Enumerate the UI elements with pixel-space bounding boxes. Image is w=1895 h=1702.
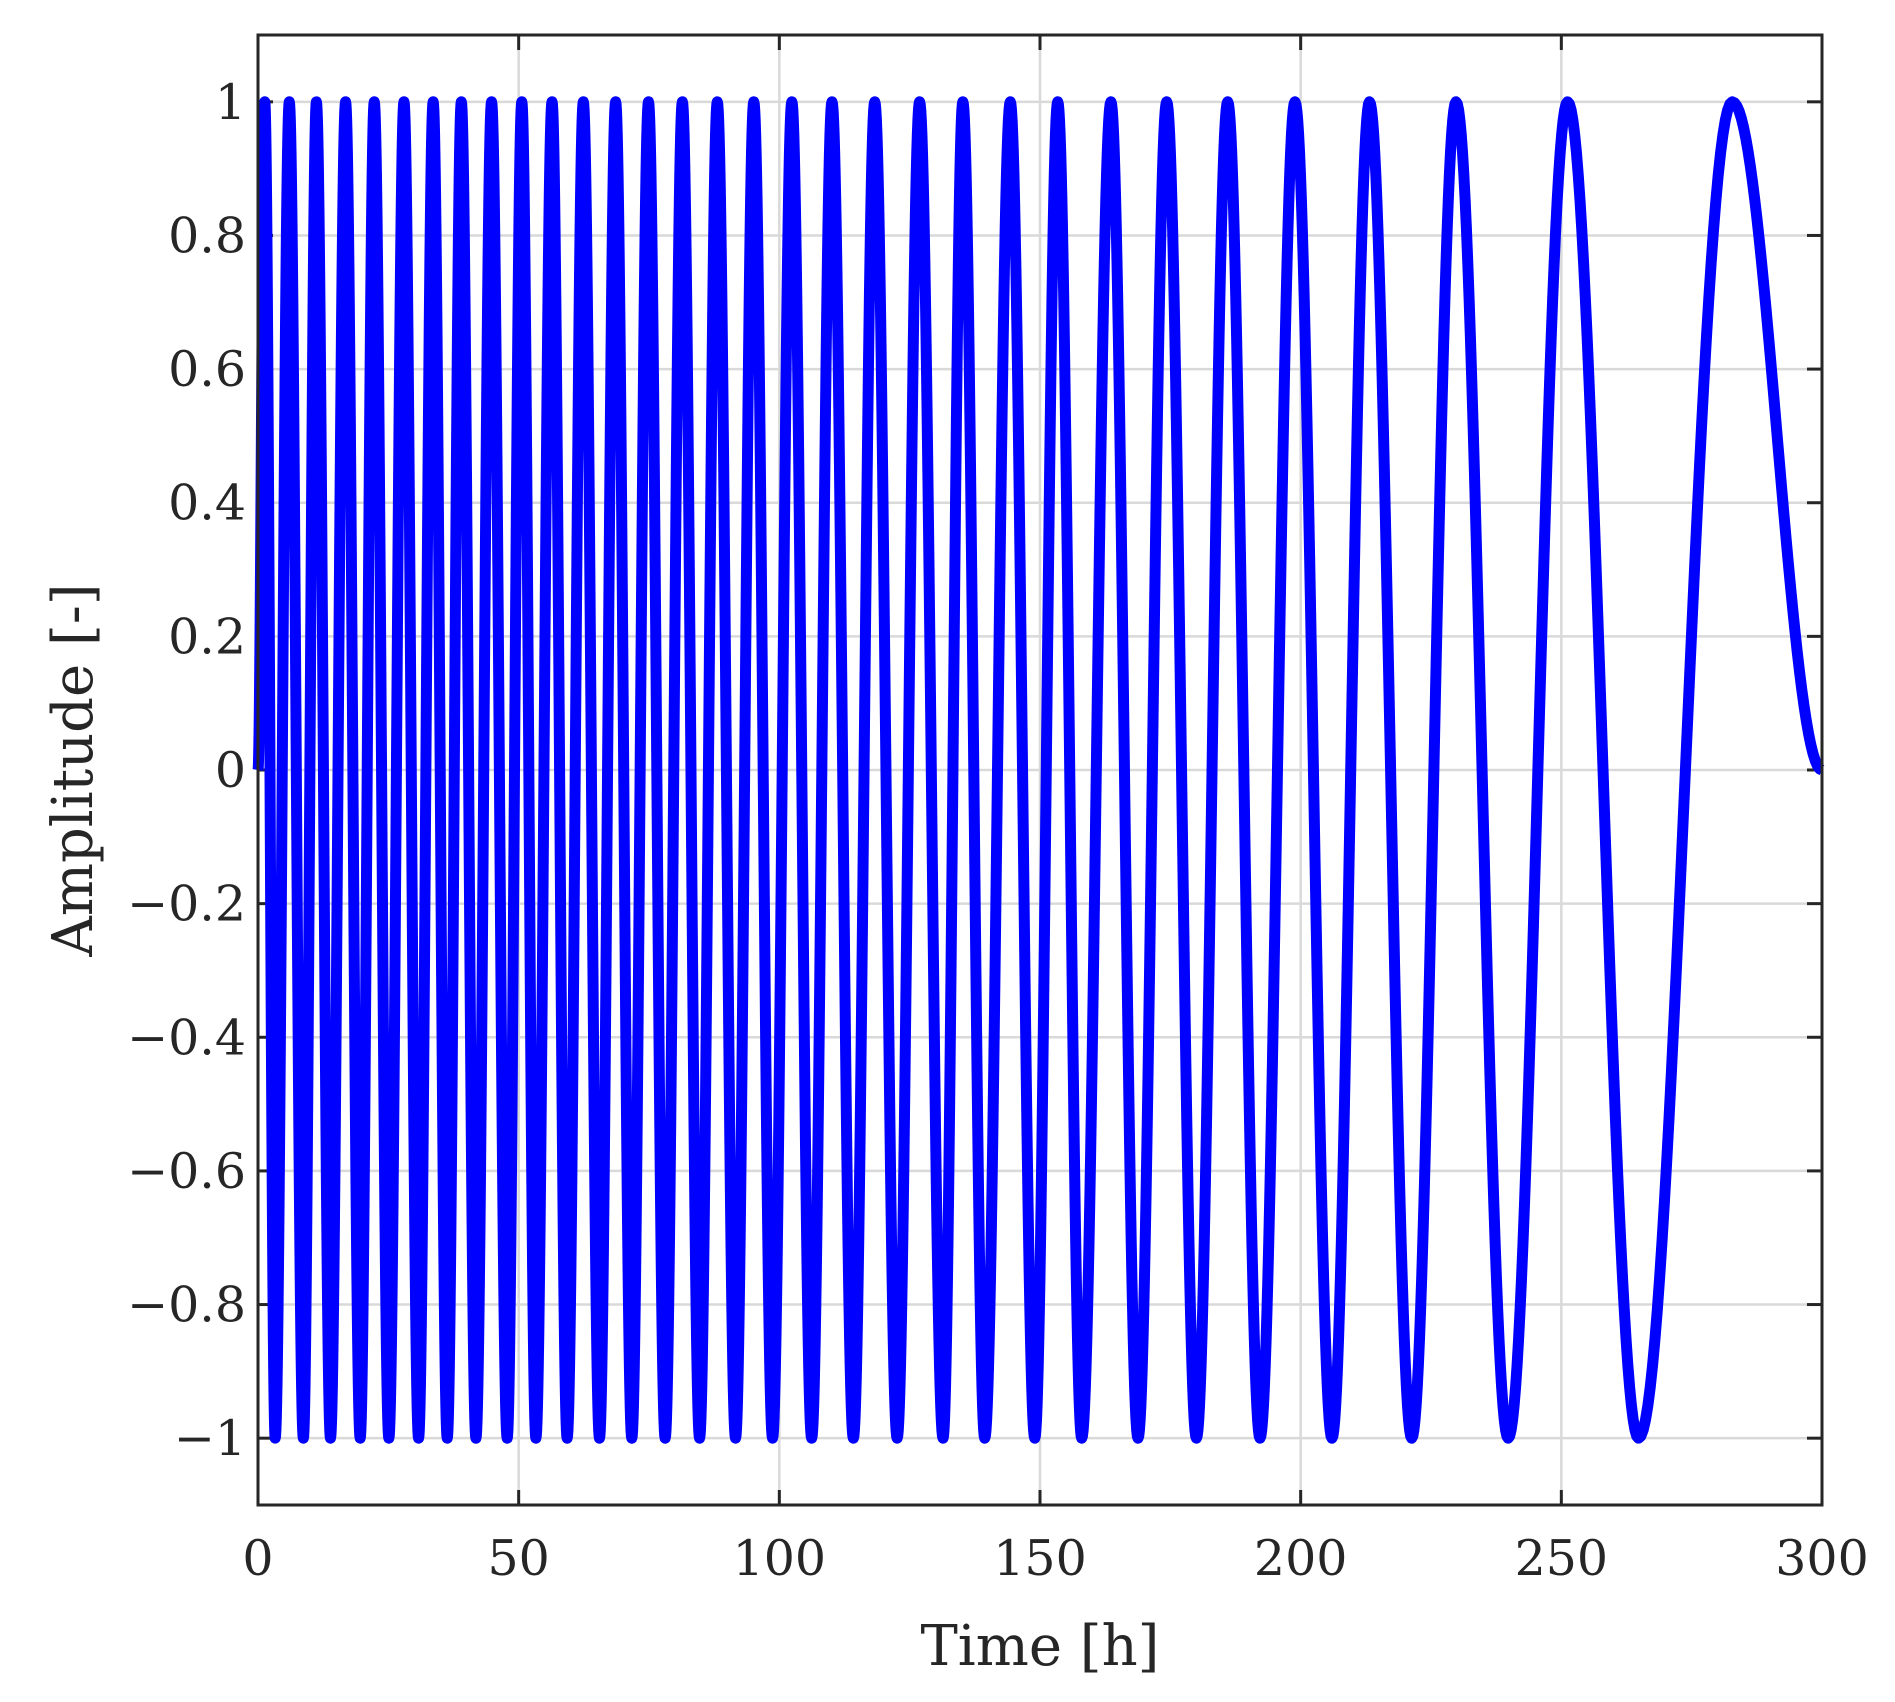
series-line bbox=[252, 96, 1826, 1444]
y-tick-labels: −1 −0.8 −0.6 −0.4 −0.2 0 0.2 0.4 0.6 0.8 1 bbox=[127, 74, 246, 1467]
y-tick-label: 0.8 bbox=[168, 207, 246, 264]
y-tick-label: 0 bbox=[215, 742, 246, 799]
y-tick-label: 1 bbox=[215, 74, 246, 131]
x-tick-label: 150 bbox=[993, 1530, 1087, 1587]
x-tick-label: 300 bbox=[1775, 1530, 1869, 1587]
x-tick-label: 100 bbox=[733, 1530, 827, 1587]
x-tick-label: 250 bbox=[1515, 1530, 1609, 1587]
x-axis-label: Time [h] bbox=[920, 1614, 1159, 1679]
y-axis-label: Amplitude [-] bbox=[41, 583, 106, 957]
x-tick-label: 50 bbox=[487, 1530, 549, 1587]
x-tick-label: 200 bbox=[1254, 1530, 1348, 1587]
y-tick-label: −0.4 bbox=[127, 1009, 246, 1066]
y-tick-label: 0.6 bbox=[168, 341, 246, 398]
series bbox=[252, 96, 1826, 1444]
x-tick-labels: 0 50 100 150 200 250 300 bbox=[242, 1530, 1868, 1587]
y-tick-label: 0.4 bbox=[168, 475, 246, 532]
y-tick-label: −1 bbox=[174, 1410, 246, 1467]
plot-frame bbox=[256, 33, 1824, 1507]
x-tick-label: 0 bbox=[242, 1530, 273, 1587]
y-tick-label: −0.2 bbox=[127, 876, 246, 933]
y-tick-label: −0.8 bbox=[127, 1277, 246, 1334]
y-tick-label: 0.2 bbox=[168, 608, 246, 665]
y-tick-label: −0.6 bbox=[127, 1143, 246, 1200]
